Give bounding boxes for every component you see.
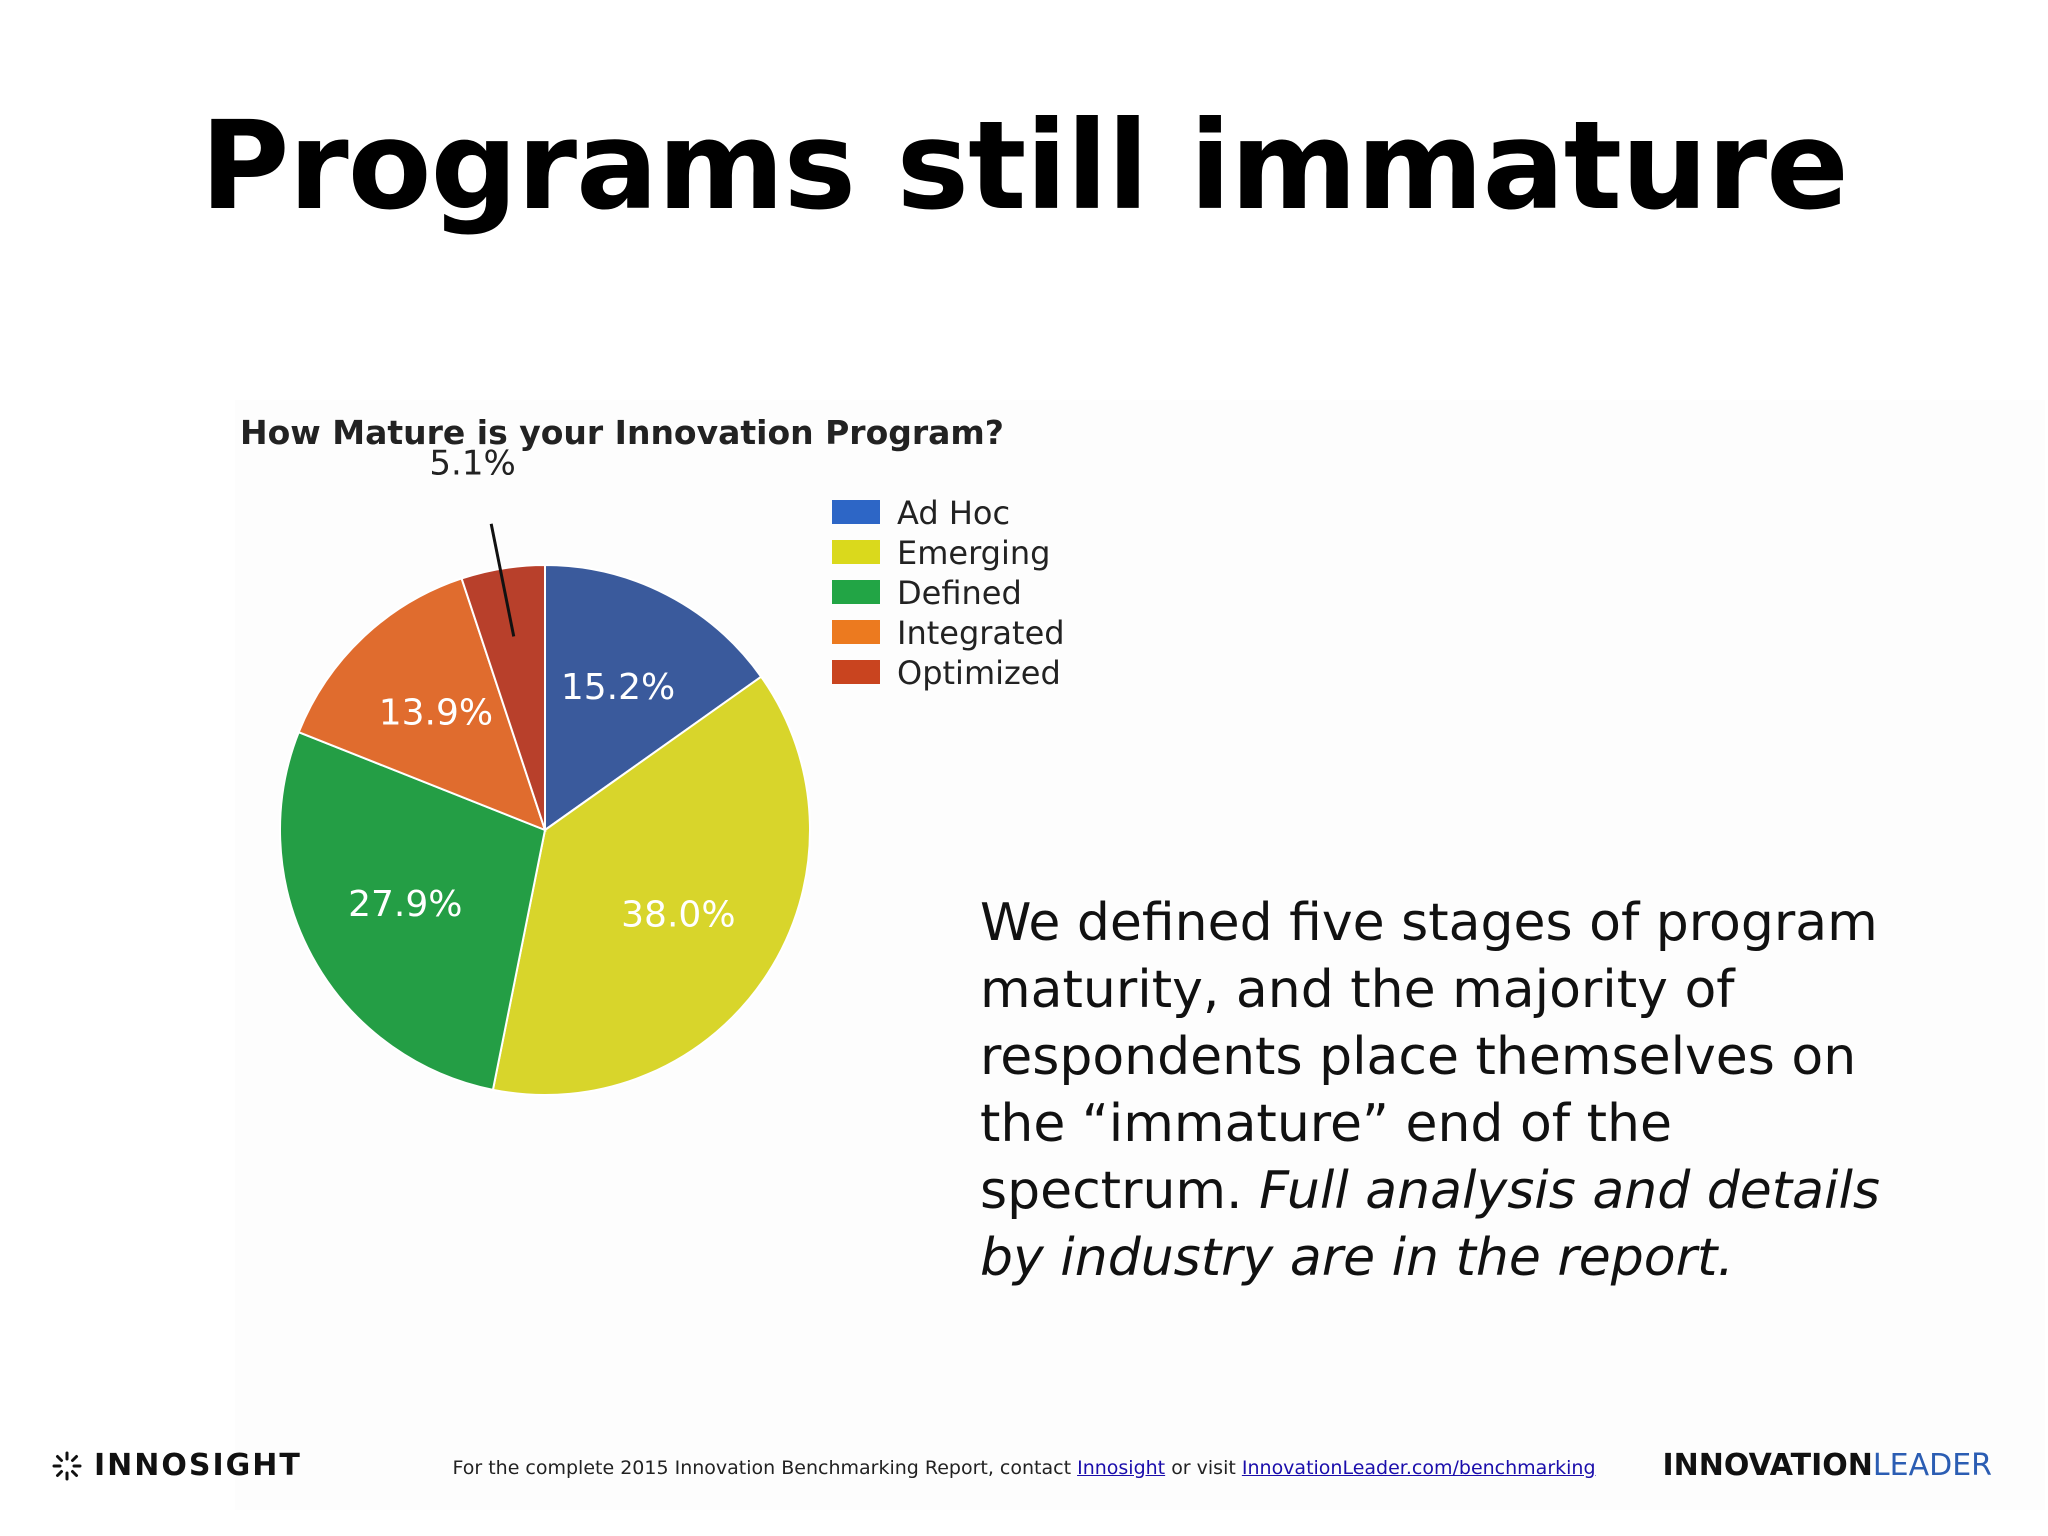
legend-label-ad-hoc: Ad Hoc xyxy=(897,494,1010,532)
pie-slice-defined xyxy=(279,730,547,1092)
footer-prefix: For the complete 2015 Innovation Benchma… xyxy=(452,1457,1072,1479)
benchmarking-link[interactable]: InnovationLeader.com/benchmarking xyxy=(1241,1457,1596,1479)
pie-slice-optimized xyxy=(460,563,546,831)
pie-slice-labels: 15.2% 38.0% 27.9% 13.9% 5.1% xyxy=(348,444,735,936)
slice-label-integrated: 13.9% xyxy=(379,692,493,733)
pie-slice-integrated xyxy=(297,577,547,832)
slice-label-emerging: 38.0% xyxy=(621,895,735,936)
innovation-leader-logo: INNOVATIONLEADER xyxy=(1663,1448,1992,1483)
legend-label-integrated: Integrated xyxy=(897,614,1065,652)
legend-label-emerging: Emerging xyxy=(897,534,1050,572)
slice-label-ad-hoc: 15.2% xyxy=(561,667,675,708)
pie-slice-ad-hoc xyxy=(544,563,763,832)
body-paragraph: We defined five stages of program maturi… xyxy=(980,890,1900,1292)
footer-middle: or visit xyxy=(1171,1457,1236,1479)
legend-swatch-emerging xyxy=(832,540,880,564)
innosight-logo: INNOSIGHT xyxy=(52,1448,302,1483)
slice-leader-line xyxy=(489,523,516,637)
innosight-logo-text: INNOSIGHT xyxy=(94,1448,302,1483)
innovation-leader-logo-b: LEADER xyxy=(1872,1448,1992,1483)
legend-swatch-optimized xyxy=(832,660,880,684)
legend-swatch-integrated xyxy=(832,620,880,644)
slice-label-defined: 27.9% xyxy=(348,884,462,925)
legend-label-optimized: Optimized xyxy=(897,654,1061,692)
innosight-link[interactable]: Innosight xyxy=(1077,1457,1166,1479)
body-text-plain: We defined five stages of program maturi… xyxy=(980,893,1878,1221)
footer-note: For the complete 2015 Innovation Benchma… xyxy=(0,1457,2048,1479)
slice-label-optimized: 5.1% xyxy=(429,444,515,484)
innosight-burst-icon xyxy=(52,1451,82,1480)
slide-title: Programs still immature xyxy=(200,95,1849,237)
legend-swatch-ad-hoc xyxy=(832,500,880,524)
innovation-leader-logo-a: INNOVATION xyxy=(1662,1448,1873,1483)
chart-title: How Mature is your Innovation Program? xyxy=(240,413,1004,452)
body-text-italic: Full analysis and details by industry ar… xyxy=(980,1161,1880,1288)
pie-slices xyxy=(279,563,811,1096)
pie-slice-emerging xyxy=(491,675,811,1096)
legend-swatch-defined xyxy=(832,580,880,604)
legend-label-defined: Defined xyxy=(897,574,1022,612)
